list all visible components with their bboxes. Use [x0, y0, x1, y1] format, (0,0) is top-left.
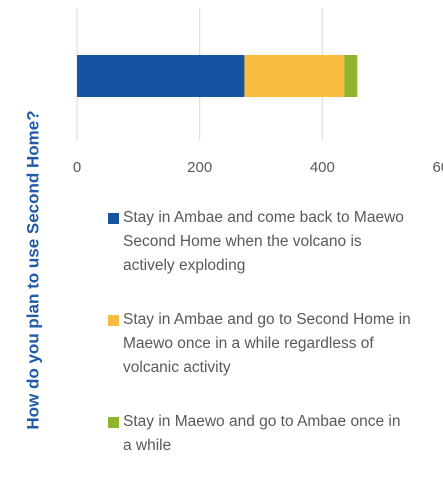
legend-item: Stay in Ambae and go to Second Home in M…	[108, 308, 434, 380]
x-tick-label: 600	[432, 159, 443, 176]
legend-swatch	[108, 213, 119, 224]
x-tick-label: 0	[73, 159, 81, 176]
legend-label: Stay in Ambae and go to Second Home in M…	[123, 311, 411, 376]
bar-segment	[77, 55, 245, 97]
bar-segment	[344, 55, 358, 97]
legend-item: Stay in Maewo and go to Ambae once in a …	[108, 410, 434, 458]
bar-segment	[244, 55, 345, 97]
legend-label: Stay in Maewo and go to Ambae once in a …	[123, 413, 401, 454]
legend-swatch	[108, 417, 119, 428]
legend-item: Stay in Ambae and come back to Maewo Sec…	[108, 206, 434, 278]
x-tick-label: 400	[310, 159, 335, 176]
x-tick-label: 200	[187, 159, 212, 176]
y-axis-title: How do you plan to use Second Home?	[23, 110, 42, 429]
legend-swatch	[108, 315, 119, 326]
legend: Stay in Ambae and come back to Maewo Sec…	[108, 206, 434, 488]
legend-label: Stay in Ambae and come back to Maewo Sec…	[123, 209, 404, 274]
